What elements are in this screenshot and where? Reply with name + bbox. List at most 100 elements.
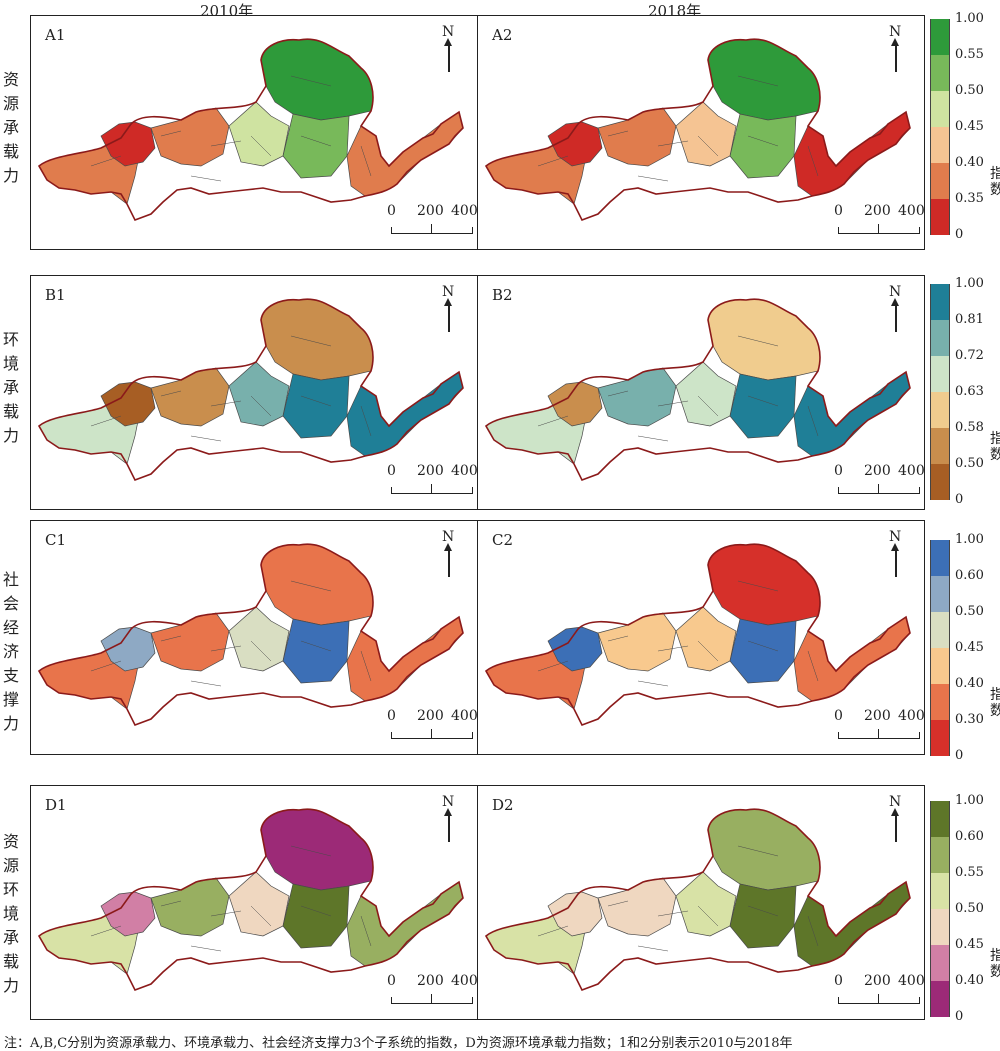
county-boundary <box>607 635 629 642</box>
map-region <box>707 298 821 381</box>
legend-tick: 1.00 <box>955 532 984 547</box>
row-label-c: 社会经济支撑力 <box>2 570 19 733</box>
scale-label: 200 <box>864 708 891 724</box>
legend-swatch <box>930 127 950 163</box>
county-boundary <box>190 175 222 182</box>
county-boundary <box>160 635 182 642</box>
scale-label: 200 <box>864 463 891 479</box>
scale-label: 400 km <box>898 973 925 989</box>
county-boundary <box>537 155 569 167</box>
legend-tick: 0.63 <box>955 384 984 399</box>
county-boundary <box>637 680 669 687</box>
county-boundary <box>250 395 272 417</box>
map-region <box>100 121 156 167</box>
map-region <box>729 883 797 949</box>
north-label: N <box>442 529 455 545</box>
basin-map <box>37 38 464 222</box>
scale-bar: 0 200 400 km <box>387 708 477 748</box>
county-boundary <box>90 925 122 937</box>
scale-label: 0 <box>834 708 843 724</box>
county-boundary <box>807 145 819 177</box>
legend-tick: 0.50 <box>955 604 984 619</box>
basin-outline <box>37 38 464 222</box>
county-boundary <box>360 650 372 682</box>
map-region <box>675 606 737 672</box>
basin-outline <box>484 38 911 222</box>
map-region <box>228 101 290 167</box>
county-boundary <box>607 900 629 907</box>
basin-outline <box>484 298 911 482</box>
map-region <box>260 808 374 891</box>
legend-title: 指数 <box>990 166 1000 198</box>
basin-outline <box>37 543 464 727</box>
map-region <box>346 111 464 197</box>
scale-label: 400 km <box>451 203 478 219</box>
map-region <box>675 361 737 427</box>
panel-label: B2 <box>492 286 513 304</box>
map-region <box>793 111 911 197</box>
legend-tick: 0.72 <box>955 348 984 363</box>
map-region <box>547 891 603 937</box>
legend-tick: 0.45 <box>955 937 984 952</box>
panel-label: C1 <box>45 531 67 549</box>
county-boundary <box>190 945 222 952</box>
legend-tick: 0 <box>955 1009 964 1024</box>
scale-label: 200 <box>864 973 891 989</box>
map-region <box>793 616 911 702</box>
scale-bar: 0 200 400 km <box>387 463 477 503</box>
county-boundary <box>210 910 242 917</box>
map-region <box>100 381 156 427</box>
scale-label: 0 <box>387 973 396 989</box>
county-boundary <box>90 155 122 167</box>
legend-tick: 0 <box>955 227 964 242</box>
scale-label: 400 km <box>898 463 925 479</box>
map-region <box>729 113 797 179</box>
legend-tick: 0.40 <box>955 973 984 988</box>
county-boundary <box>190 680 222 687</box>
county-boundary <box>807 405 819 437</box>
north-arrow-icon: N <box>886 284 906 334</box>
county-boundary <box>657 400 689 407</box>
legend-tick: 0.55 <box>955 865 984 880</box>
basin-map <box>37 298 464 482</box>
map-panel-b1: B1 N 0 200 400 km <box>30 275 478 510</box>
north-arrow-icon: N <box>439 529 459 579</box>
map-panel-a2: A2 N 0 200 400 km <box>477 15 925 250</box>
legend-tick: 0.50 <box>955 456 984 471</box>
map-region <box>729 618 797 684</box>
legend-title: 指数 <box>990 431 1000 463</box>
north-arrow-icon: N <box>439 284 459 334</box>
map-region <box>793 371 911 457</box>
legend-swatch <box>930 801 950 837</box>
legend-swatch <box>930 464 950 500</box>
basin-outline <box>484 543 911 727</box>
county-boundary <box>290 335 332 347</box>
county-boundary <box>807 650 819 682</box>
legend-tick: 0.40 <box>955 676 984 691</box>
county-boundary <box>807 915 819 947</box>
map-region <box>282 618 350 684</box>
county-boundary <box>300 640 332 652</box>
scale-label: 0 <box>834 973 843 989</box>
north-label: N <box>889 284 902 300</box>
legend-swatch <box>930 576 950 612</box>
county-boundary <box>637 945 669 952</box>
legend-tick: 1.00 <box>955 793 984 808</box>
legend-swatch <box>930 284 950 320</box>
scale-label: 200 <box>417 463 444 479</box>
scale-label: 400 km <box>451 973 478 989</box>
scale-bar: 0 200 400 km <box>387 203 478 243</box>
legend-swatch <box>930 356 950 392</box>
legend-swatch <box>930 873 950 909</box>
county-boundary <box>90 415 122 427</box>
map-region <box>707 543 821 626</box>
legend-c: 1.00 0.60 0.50 0.45 0.40 0.30 0 指数 <box>930 533 1000 770</box>
map-region <box>260 298 374 381</box>
legend-swatch <box>930 684 950 720</box>
map-region <box>346 371 464 457</box>
legend-b: 1.00 0.81 0.72 0.63 0.58 0.50 0 指数 <box>930 277 1000 514</box>
county-boundary <box>697 395 719 417</box>
legend-title: 指数 <box>990 948 1000 980</box>
panel-label: D1 <box>45 796 67 814</box>
county-boundary <box>250 640 272 662</box>
